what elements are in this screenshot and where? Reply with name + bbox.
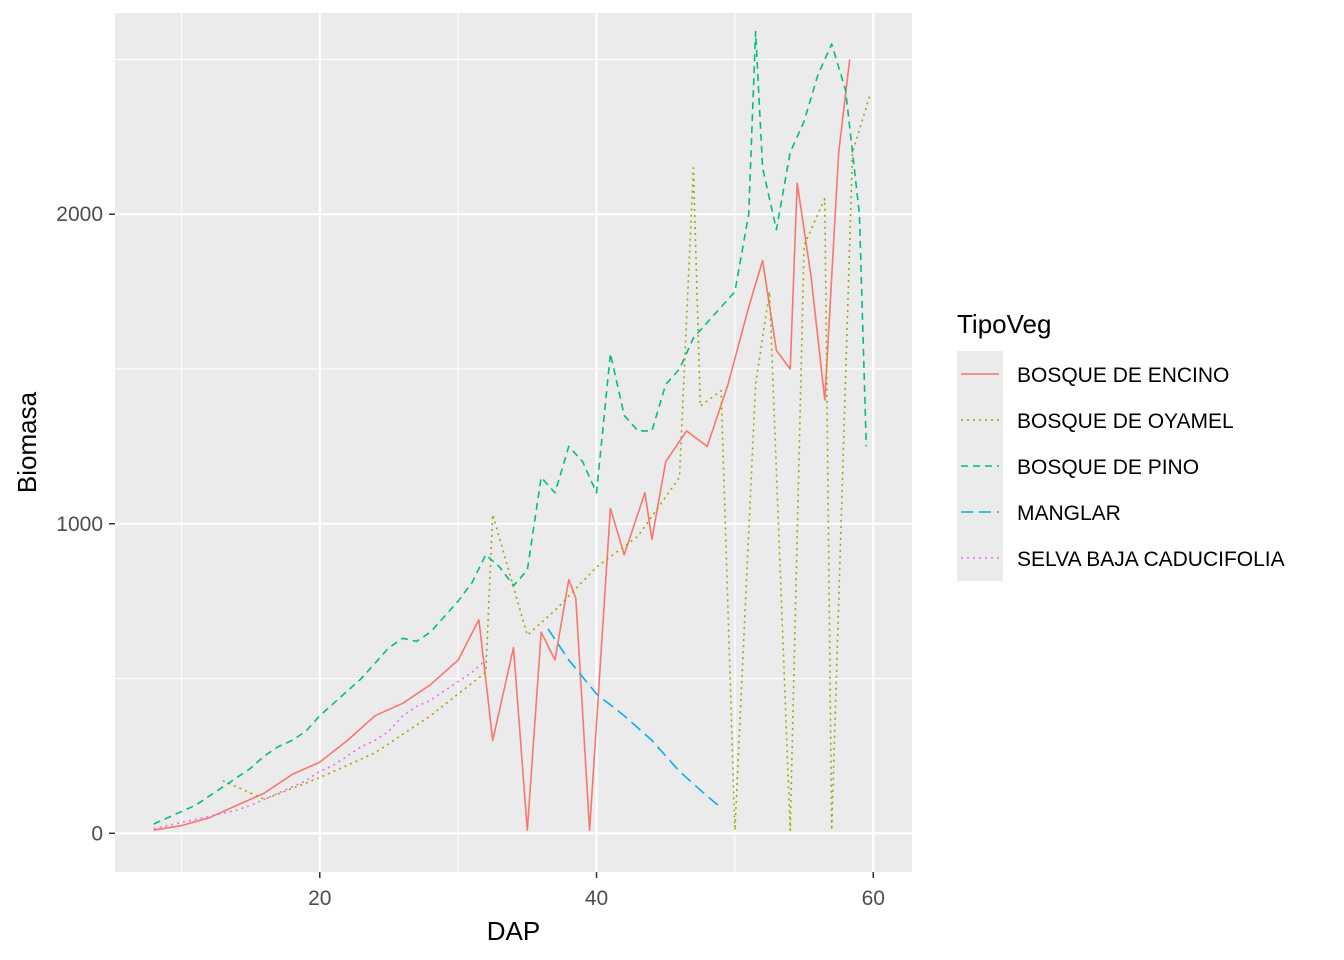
y-tick-label: 2000 <box>56 203 103 226</box>
legend-items: BOSQUE DE ENCINO BOSQUE DE OYAMEL BOSQUE D… <box>957 351 1285 581</box>
legend-label: BOSQUE DE PINO <box>1017 456 1199 479</box>
series-3 <box>153 30 868 825</box>
series-4 <box>547 628 719 807</box>
x-axis-title: DAP <box>487 916 540 946</box>
series-line <box>222 93 872 832</box>
x-tick-label: 40 <box>585 887 608 910</box>
x-axis: 20 40 60 <box>308 872 885 910</box>
x-tick-label: 20 <box>308 887 331 910</box>
legend-title: TipoVeg <box>957 309 1051 339</box>
series-line <box>547 628 719 807</box>
series-line <box>153 30 868 825</box>
legend-label: MANGLAR <box>1017 502 1121 525</box>
legend-item: MANGLAR <box>957 489 1121 535</box>
series-line <box>153 59 851 832</box>
legend-item: SELVA BAJA CADUCIFOLIA <box>957 535 1285 581</box>
legend-item: BOSQUE DE ENCINO <box>957 351 1229 397</box>
y-axis-title: Biomasa <box>12 391 42 493</box>
x-tick-label: 60 <box>862 887 885 910</box>
legend: TipoVeg BOSQUE DE ENCINO BOSQUE DE OYAMEL… <box>957 309 1285 581</box>
series-2 <box>222 93 872 832</box>
legend-item: BOSQUE DE PINO <box>957 443 1199 489</box>
y-axis: 0 1000 2000 <box>56 203 115 845</box>
legend-label: BOSQUE DE OYAMEL <box>1017 410 1234 433</box>
series-1 <box>153 59 851 832</box>
legend-label: BOSQUE DE ENCINO <box>1017 364 1229 387</box>
y-tick-label: 1000 <box>56 513 103 536</box>
legend-item: BOSQUE DE OYAMEL <box>957 397 1234 443</box>
legend-label: SELVA BAJA CADUCIFOLIA <box>1017 548 1285 571</box>
y-tick-label: 0 <box>91 822 103 845</box>
plot-panel <box>115 13 912 872</box>
series-layer <box>153 30 872 832</box>
minor-gridlines <box>115 13 912 872</box>
